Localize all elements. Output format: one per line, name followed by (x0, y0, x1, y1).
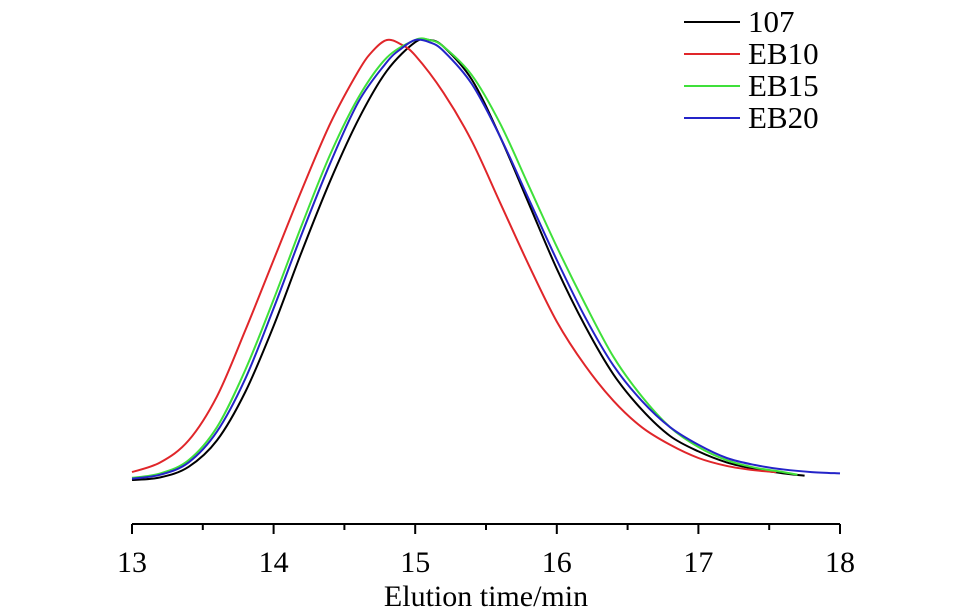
series-line-eb20 (131, 38, 841, 480)
x-tick-label: 18 (825, 546, 855, 579)
series-line-107 (131, 37, 805, 481)
legend-label-107: 107 (748, 4, 795, 39)
series-line-eb15 (131, 37, 798, 479)
series-line-eb10 (131, 38, 777, 474)
curves-layer (131, 37, 841, 481)
x-tick-label: 14 (259, 546, 289, 579)
legend-label-eb15: EB15 (748, 68, 819, 103)
x-axis-title: Elution time/min (384, 580, 588, 610)
legend-label-eb20: EB20 (748, 100, 819, 135)
x-axis: 13 14 15 16 17 18 (117, 523, 855, 579)
x-tick-label: 17 (683, 546, 713, 579)
legend-label-eb10: EB10 (748, 36, 819, 71)
x-tick-label: 16 (542, 546, 572, 579)
x-tick-label: 13 (117, 546, 147, 579)
x-tick-label: 15 (400, 546, 430, 579)
